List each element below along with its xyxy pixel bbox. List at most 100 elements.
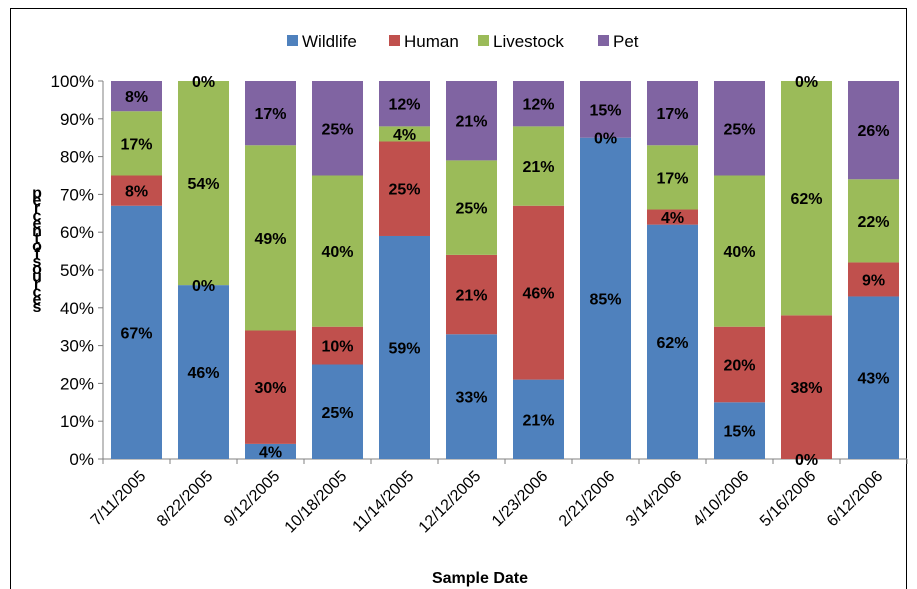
data-label: 62% [656,335,688,352]
bar-segment-livestock [446,160,497,255]
data-label: 43% [857,371,889,388]
bar-segment-wildlife [714,402,765,459]
bar-segment-wildlife [111,205,162,459]
y-tick-label: 60% [60,223,94,242]
data-label: 25% [388,182,420,199]
y-tick-label: 20% [60,374,94,393]
y-axis: 0% 10% 20% 30% 40% 50% 60% 70% 80% 90% 100% [51,72,104,469]
bar-segment-human [245,330,296,444]
legend-swatch [478,35,489,46]
bar-segment-livestock [245,145,296,331]
bar-segment-livestock [647,145,698,210]
y-tick-label: 10% [60,412,94,431]
bar-segment-pet [848,81,899,180]
data-label: 12% [388,97,420,114]
data-label: 17% [656,106,688,123]
data-label: 17% [254,106,286,123]
y-tick-label: 80% [60,148,94,167]
bar-segment-livestock [178,81,229,286]
legend-label: Human [404,32,459,51]
bar-segment-human [111,175,162,206]
y-tick-label: 50% [60,261,94,280]
data-label: 67% [120,325,152,342]
bar-segment-livestock [111,111,162,176]
data-label: 49% [254,231,286,248]
data-label: 9% [862,272,885,289]
bar-segment-pet [647,81,698,146]
data-label: 0% [192,74,215,91]
legend-label: Pet [613,32,639,51]
bar-segment-pet [446,81,497,161]
data-label: 21% [455,288,487,305]
data-label: 15% [723,424,755,441]
data-label: 10% [321,339,353,356]
bar-segment-human [446,254,497,335]
bar-segment-livestock [781,81,832,316]
data-label: 25% [455,201,487,218]
bar-segment-wildlife [178,285,229,459]
y-tick-label: 40% [60,299,94,318]
y-tick-label: 0% [69,450,94,469]
bar-segment-livestock [379,126,430,142]
data-label: 40% [723,244,755,261]
data-label: 21% [522,159,554,176]
bar-segment-livestock [312,175,363,327]
data-label: 25% [321,405,353,422]
bar-segment-wildlife [379,235,430,459]
data-label: 0% [192,278,215,295]
bar-segment-pet [379,81,430,127]
bar-segment-human [848,262,899,297]
legend: Wildlife Human Livestock Pet [287,32,639,51]
bar-segment-pet [245,81,296,146]
data-label: 26% [857,123,889,140]
y-tick-label: 70% [60,185,94,204]
bar-segment-human [781,315,832,459]
data-label: 62% [790,191,822,208]
bar-segment-human [379,141,430,236]
data-label: 17% [120,136,152,153]
bar-segment-pet [312,81,363,176]
legend-label: Livestock [493,32,564,51]
bar-segment-pet [580,81,631,138]
data-label: 21% [522,412,554,429]
data-label: 54% [187,176,219,193]
bar-segment-wildlife [446,334,497,459]
bars [111,81,899,459]
data-label: 8% [125,89,148,106]
bar-segment-wildlife [580,137,631,459]
data-label: 21% [455,114,487,131]
data-label: 4% [661,210,684,227]
data-label: 0% [795,74,818,91]
y-tick-label: 100% [51,72,94,91]
bar-segment-wildlife [513,379,564,459]
legend-swatch [287,35,298,46]
y-tick-label: 90% [60,110,94,129]
bar-segment-human [312,326,363,365]
legend-swatch [598,35,609,46]
data-label: 17% [656,170,688,187]
x-axis-title: Sample Date [432,570,528,587]
data-label: 20% [723,358,755,375]
data-label: 8% [125,184,148,201]
legend-label: Wildlife [302,32,357,51]
data-label: 38% [790,380,822,397]
data-label: 15% [589,102,621,119]
bar-segment-livestock [848,179,899,263]
bar-segment-pet [111,81,162,112]
data-label: 46% [522,286,554,303]
data-label: 46% [187,365,219,382]
data-label: 4% [393,127,416,144]
bar-segment-human [647,209,698,225]
bar-segment-wildlife [312,364,363,459]
bar-segment-livestock [513,126,564,206]
legend-swatch [389,35,400,46]
data-label: 0% [795,452,818,469]
bar-segment-wildlife [647,224,698,459]
data-label: 85% [589,291,621,308]
data-label: 12% [522,97,554,114]
data-label: 40% [321,244,353,261]
data-label: 33% [455,390,487,407]
y-tick-label: 30% [60,337,94,356]
data-label: 4% [259,444,282,461]
